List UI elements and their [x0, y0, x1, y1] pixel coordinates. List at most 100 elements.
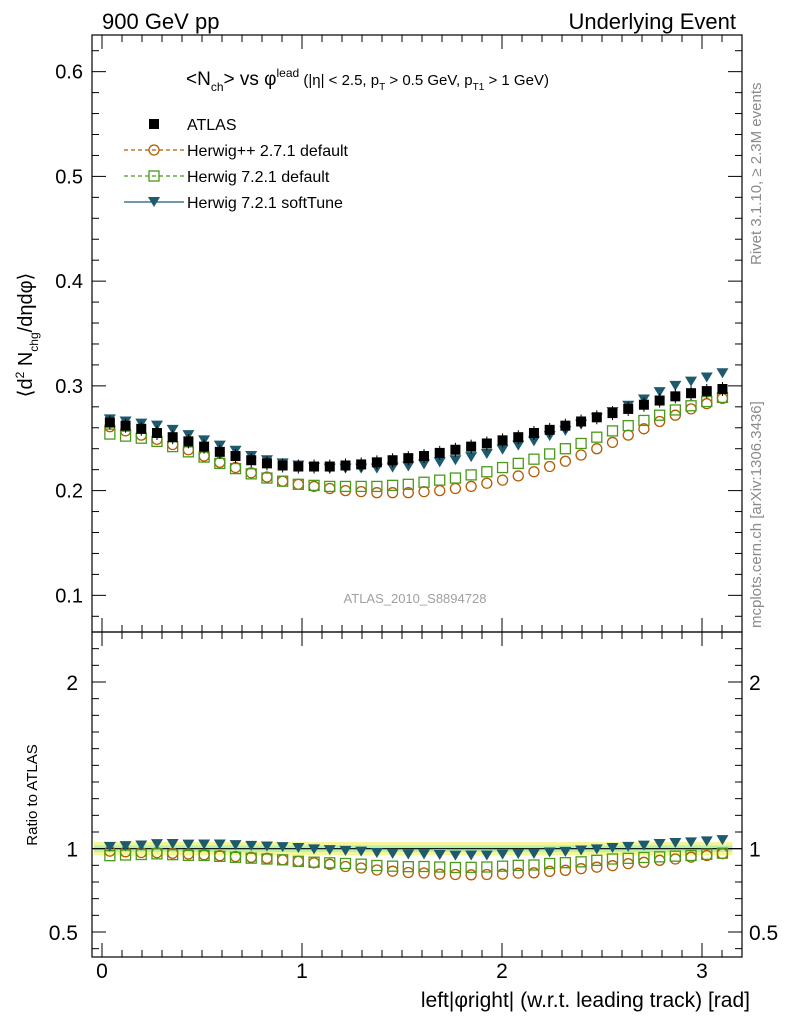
x-axis-label: left|φright| (w.r.t. leading track) [rad…	[421, 989, 750, 1012]
data-point	[465, 469, 477, 481]
ratio-data-point	[135, 840, 148, 851]
ratio-data-point	[324, 857, 336, 869]
data-point	[245, 468, 257, 480]
data-point	[418, 459, 431, 470]
data-point	[653, 415, 666, 428]
ratio-data-point	[418, 849, 431, 860]
header-right-label: Underlying Event	[568, 9, 736, 34]
series-0	[104, 382, 728, 474]
ratio-data-point	[182, 849, 195, 861]
data-point	[701, 386, 712, 397]
x-tick-label: 0	[96, 960, 108, 983]
data-point	[496, 474, 509, 486]
ratio-series-1	[104, 847, 729, 874]
main-y-axis-label: ⟨d2 Nchg/dηdφ⟩	[13, 273, 41, 398]
ratio-plot-frame	[91, 631, 743, 958]
data-point	[465, 480, 477, 493]
ratio-data-point	[323, 845, 336, 856]
data-point	[292, 478, 304, 490]
ratio-y-tick-labels: 0.5 0.5 1 1 2 2	[49, 672, 778, 945]
ratio-data-point	[591, 854, 603, 866]
data-point	[606, 425, 619, 437]
ratio-data-point	[512, 867, 524, 879]
ratio-data-point	[260, 841, 273, 852]
data-point	[402, 461, 415, 472]
legend-marker	[148, 197, 160, 207]
rivet-version-label: Rivet 3.1.10, ≥ 2.3M events	[748, 83, 765, 266]
ratio-data-point	[229, 840, 242, 851]
data-point	[293, 461, 304, 472]
ratio-data-point	[685, 849, 697, 862]
ratio-data-point	[339, 857, 352, 870]
data-point	[559, 443, 572, 455]
data-point	[261, 458, 272, 469]
data-point	[528, 453, 540, 465]
data-point	[686, 388, 697, 399]
data-point	[544, 424, 555, 435]
ratio-series-2	[103, 835, 729, 861]
ratio-data-point	[386, 848, 399, 859]
ratio-data-point	[370, 848, 383, 858]
data-point	[277, 460, 288, 471]
ratio-data-point	[182, 839, 195, 850]
main-axis-ticks	[92, 35, 742, 632]
data-point	[497, 435, 508, 446]
ratio-data-point	[481, 868, 493, 881]
ratio-data-point	[559, 864, 572, 876]
data-point	[261, 472, 273, 484]
ratio-data-point	[198, 849, 210, 862]
ratio-data-point	[527, 848, 540, 859]
data-point	[433, 457, 446, 468]
ratio-y-tick-label: 0.5	[49, 922, 78, 945]
ratio-data-point	[638, 851, 650, 864]
data-point	[230, 451, 241, 462]
data-point	[575, 437, 587, 450]
ratio-data-point	[355, 858, 367, 870]
header-left-label: 900 GeV pp	[102, 9, 219, 34]
y-tick-label: 0.3	[55, 376, 83, 398]
data-point	[292, 478, 304, 490]
ratio-data-point	[308, 856, 320, 868]
ratio-data-point	[465, 850, 478, 861]
legend-marker	[148, 170, 160, 182]
ratio-y-tick-label: 2	[66, 672, 78, 695]
ratio-data-point	[575, 863, 587, 875]
data-point	[199, 441, 210, 452]
ratio-data-point	[622, 841, 635, 852]
data-point	[120, 420, 131, 431]
ratio-data-point	[339, 860, 352, 873]
data-point	[434, 447, 445, 458]
series-2	[104, 391, 729, 493]
ratio-data-point	[276, 854, 289, 866]
ratio-data-point	[496, 849, 509, 860]
series-1	[104, 392, 729, 499]
ratio-data-point	[716, 835, 729, 846]
ratio-data-point	[716, 847, 729, 859]
data-point	[418, 476, 430, 488]
ratio-data-point	[276, 854, 289, 866]
data-point	[654, 395, 665, 406]
data-point	[402, 487, 414, 499]
data-point	[214, 446, 225, 457]
legend-entry: Herwig 7.2.1 softTune	[124, 195, 343, 212]
data-point	[513, 432, 524, 443]
ratio-data-point	[214, 850, 226, 862]
data-point	[449, 472, 462, 484]
ratio-data-point	[355, 846, 368, 857]
data-point	[700, 372, 713, 383]
data-point	[481, 438, 492, 449]
data-point	[544, 448, 556, 460]
data-point	[653, 387, 666, 398]
data-point	[653, 409, 666, 421]
y-tick-label: 0.2	[55, 481, 83, 503]
data-point	[512, 470, 524, 482]
data-point	[183, 436, 194, 447]
ratio-data-point	[622, 852, 634, 864]
legend-entry: ATLAS	[149, 117, 237, 134]
data-point	[544, 460, 556, 473]
ratio-data-point	[669, 850, 681, 862]
data-point	[308, 479, 320, 492]
y-tick-label: 0.5	[55, 166, 83, 188]
data-point	[638, 423, 650, 435]
